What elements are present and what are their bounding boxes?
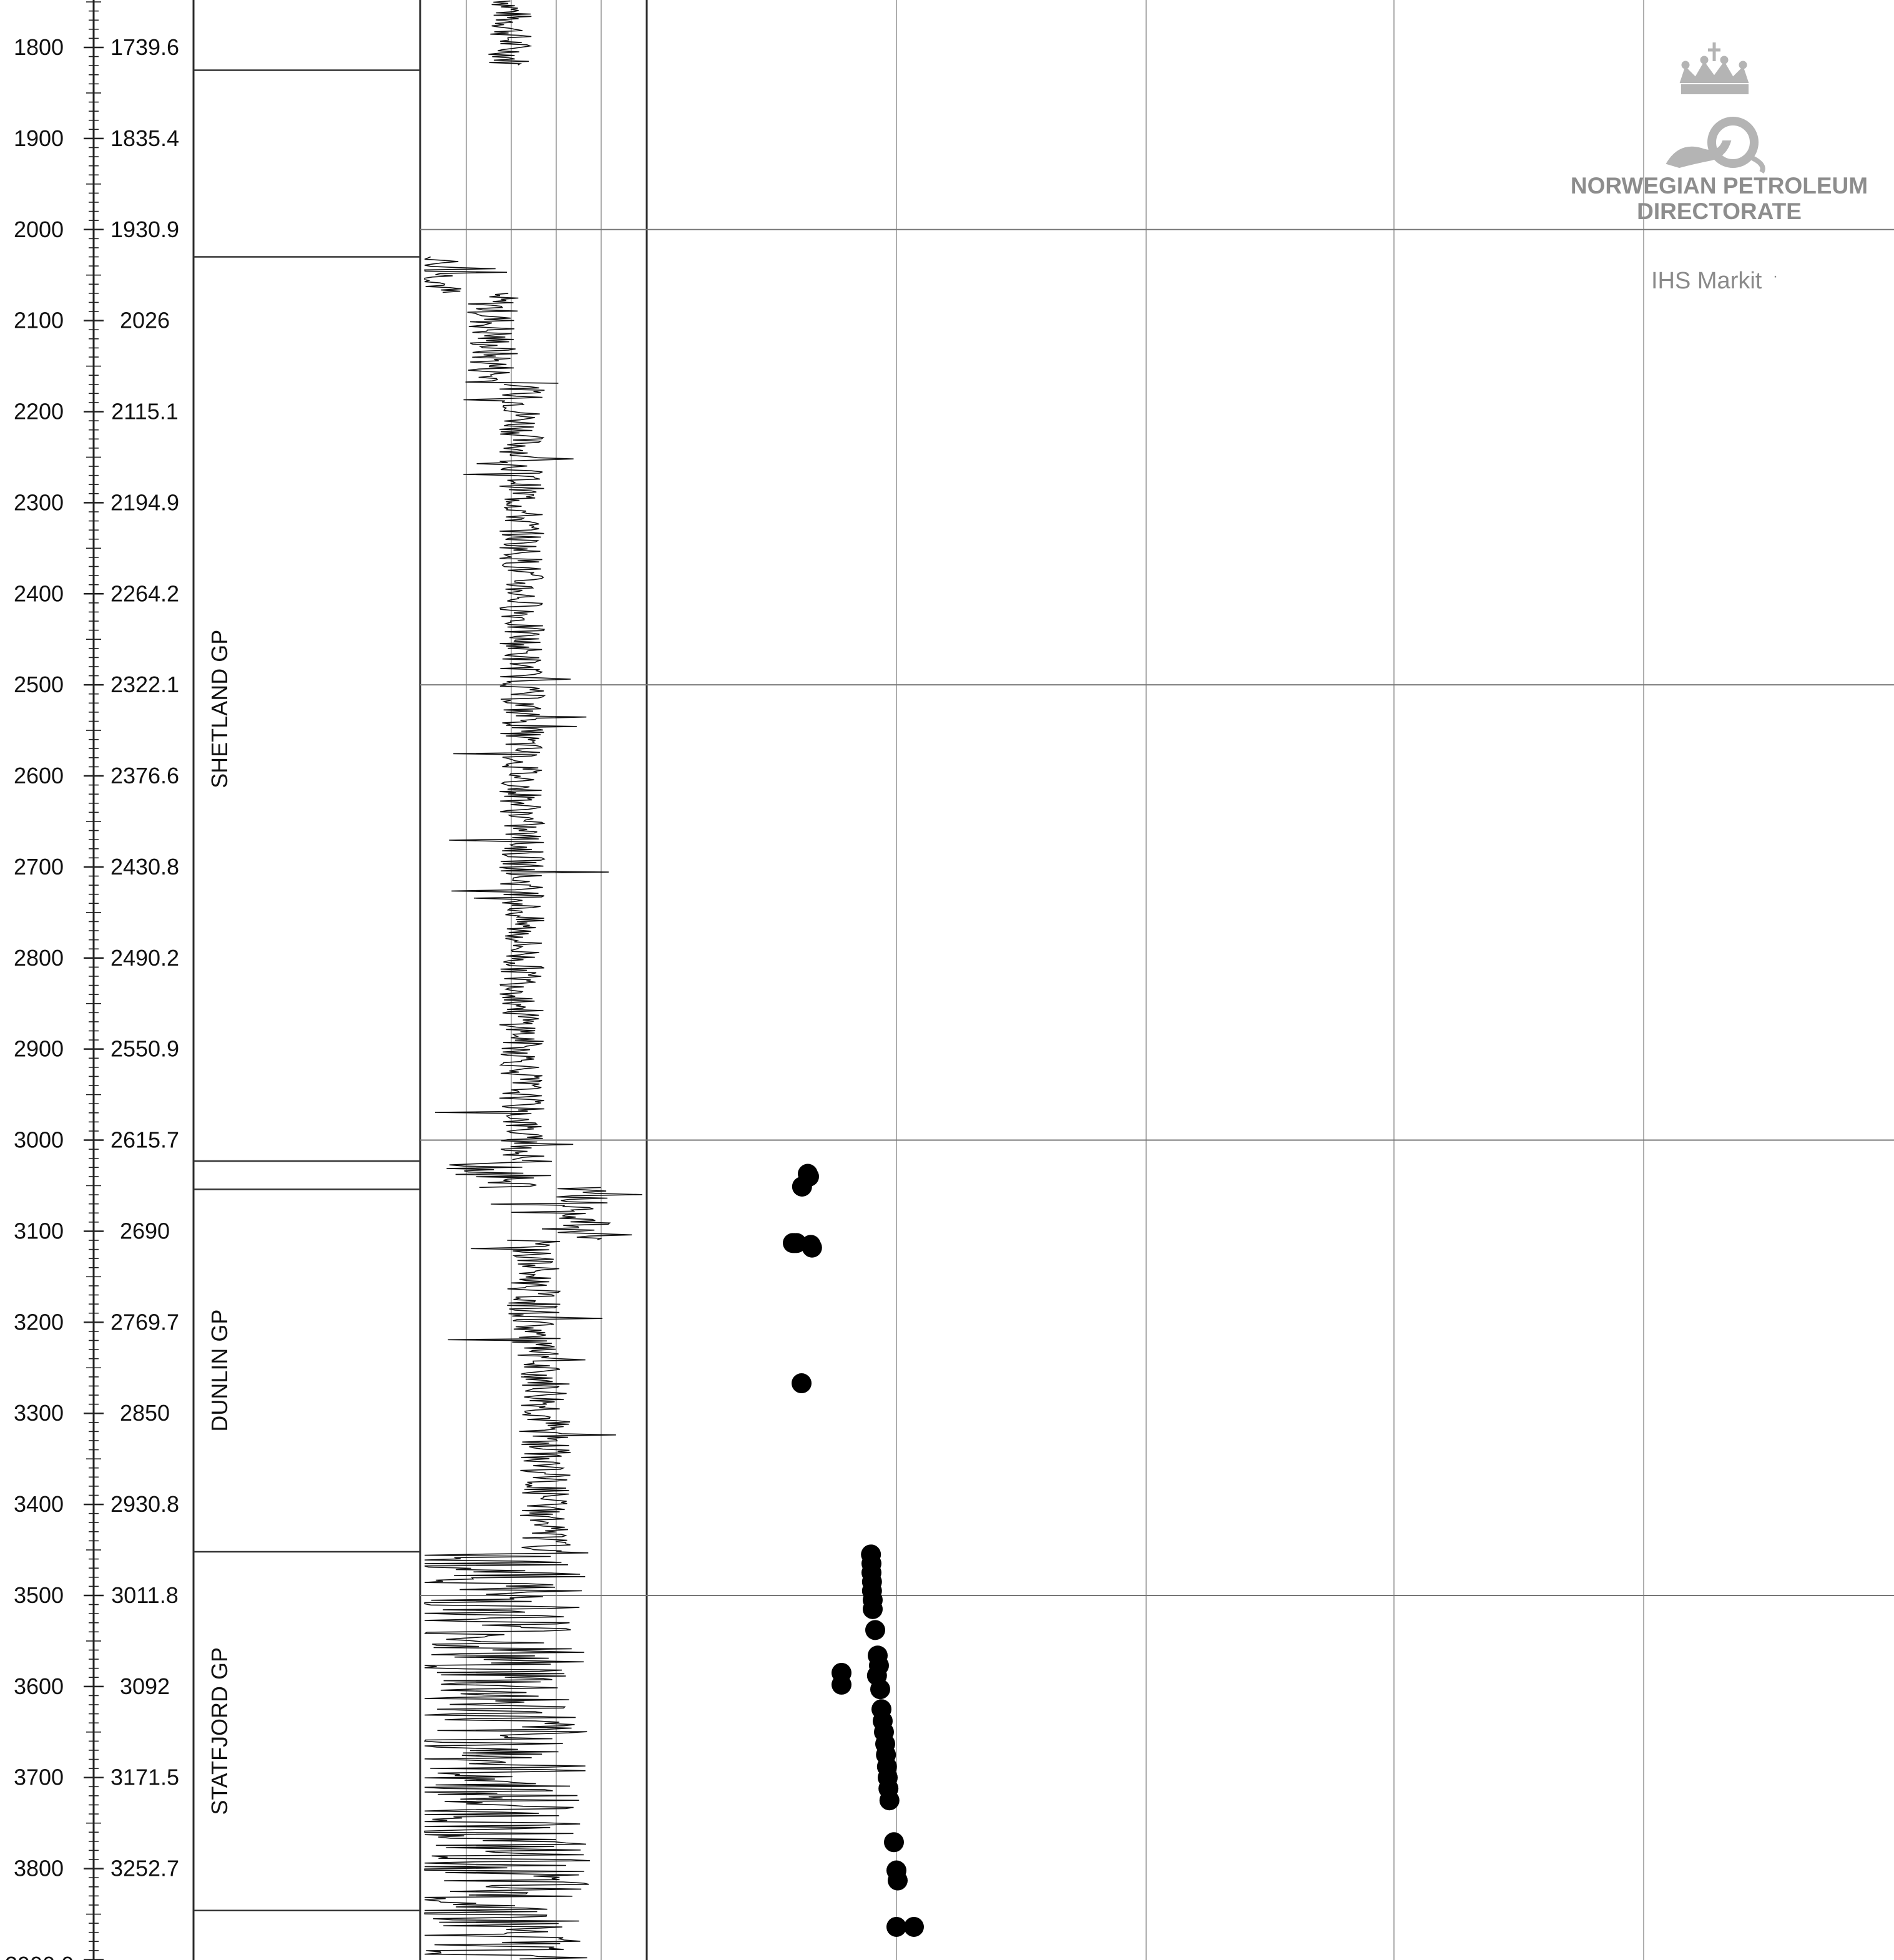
md-tick-label: 2400 [14,581,64,606]
md-tick-label: 3800 [14,1856,64,1881]
tvd-tick-labels: 1739.6 1835.4 1930.9 2026 2115.1 2194.9 2264.2… [110,34,179,1881]
md-tick-label: 3400 [14,1491,64,1517]
scatter-point [879,1790,900,1811]
md-tick-label: 2500 [14,672,64,697]
log-track-grid [420,0,647,1960]
tvd-tick-label: 3252.7 [110,1856,179,1881]
scatter-point [865,1620,885,1640]
tvd-tick-label: 2430.8 [110,854,179,880]
scatter-point [888,1870,908,1891]
tvd-tick-label: 3171.5 [110,1765,179,1790]
tvd-tick-label: 2850 [120,1400,170,1426]
tvd-tick-label: 2194.9 [110,489,179,515]
depth-minor-ticks [84,1,104,1960]
tvd-tick-label: 2322.1 [110,672,179,697]
scatter-point [884,1832,904,1853]
tvd-tick-label: 3092 [120,1673,170,1699]
npd-logo: NORWEGIAN PETROLEUM DIRECTORATE IHS Mark… [1571,42,1868,294]
tvd-tick-label: 1739.6 [110,34,179,60]
tvd-tick-label: 1930.9 [110,217,179,242]
md-tick-label: 2000 [14,217,64,242]
formation-boundaries [194,69,420,1911]
partner-name: IHS Markit [1651,268,1762,294]
tvd-tick-label: 2490.2 [110,945,179,971]
tvd-tick-label: 3011.8 [111,1582,178,1608]
md-tick-label: 3600 [14,1673,64,1699]
tvd-tick-label: 2690 [120,1218,170,1243]
formation-name: DUNLIN GP [207,1310,232,1432]
md-tick-label: 3100 [14,1218,64,1243]
org-name-line1: NORWEGIAN PETROLEUM [1571,173,1868,198]
scatter-point [863,1599,883,1619]
scatter-point [832,1674,851,1695]
bottom-md-label: 3900.0 [5,1952,74,1960]
scatter-track [647,0,1894,1960]
md-tick-label: 2600 [14,763,64,788]
tvd-tick-label: 2930.8 [110,1491,179,1517]
md-tick-label: 2800 [14,945,64,971]
org-name-line2: DIRECTORATE [1637,198,1802,224]
tvd-tick-label: 2376.6 [110,763,179,788]
md-tick-label: 3300 [14,1400,64,1426]
tvd-tick-label: 2615.7 [110,1127,179,1153]
scatter-point [886,1916,906,1937]
md-tick-label: 2100 [14,308,64,333]
tvd-tick-label: 2264.2 [110,581,179,606]
depth-axis: 1800 1900 2000 2100 2200 2300 2400 2500 2600 2700… [14,0,179,1960]
formation-track: SHETLAND GP DUNLIN GP STATFJORD GP [194,69,420,1911]
md-tick-label: 2300 [14,489,64,515]
md-tick-label: 1900 [14,125,64,151]
scatter-point [792,1176,812,1197]
scatter-point [792,1373,812,1394]
tvd-tick-label: 2026 [120,308,170,333]
md-tick-label: 1800 [14,34,64,60]
crown-crest-icon [1666,42,1765,174]
formation-name: SHETLAND GP [207,630,232,788]
tvd-tick-label: 2769.7 [110,1309,179,1335]
tvd-tick-label: 2115.1 [111,399,178,424]
log-curve [423,0,642,1960]
md-tick-label: 3200 [14,1309,64,1335]
formation-name: STATFJORD GP [207,1647,232,1815]
scatter-point [870,1679,890,1700]
tvd-tick-label: 1835.4 [110,125,179,151]
md-tick-label: 3000 [14,1127,64,1153]
formation-names: SHETLAND GP DUNLIN GP STATFJORD GP [207,630,232,1815]
track-frame [192,0,648,1960]
log-track [420,0,647,1960]
scatter-point [904,1916,924,1937]
partner-mark: · [1773,268,1778,285]
scatter-point [802,1237,822,1258]
md-tick-label: 2900 [14,1036,64,1062]
scatter-points [783,1164,924,1937]
tvd-tick-label: 2550.9 [110,1036,179,1062]
md-tick-labels: 1800 1900 2000 2100 2200 2300 2400 2500 2600 2700… [14,34,64,1881]
md-tick-label: 2200 [14,399,64,424]
md-tick-label: 3500 [14,1582,64,1608]
md-tick-label: 3700 [14,1765,64,1790]
md-tick-label: 2700 [14,854,64,880]
scatter-track-grid [647,0,1894,1960]
